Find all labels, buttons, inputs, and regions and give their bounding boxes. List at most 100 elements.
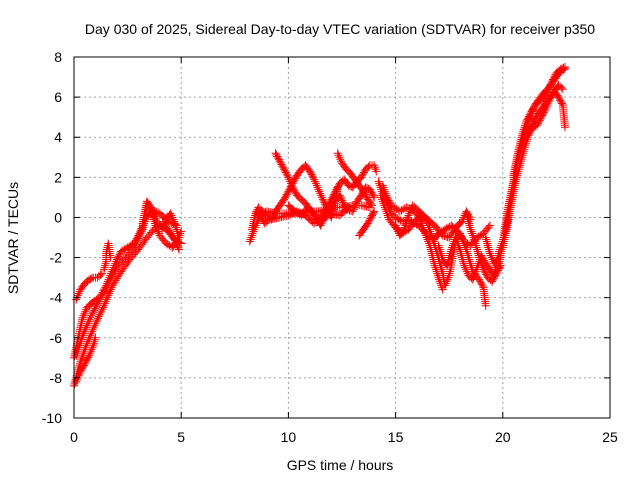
- data-point: [92, 317, 101, 326]
- data-point: [476, 278, 485, 287]
- data-point: [484, 245, 493, 254]
- data-point: [81, 307, 90, 316]
- data-point: [484, 243, 493, 252]
- data-point: [459, 257, 468, 266]
- data-point: [310, 175, 319, 184]
- data-point: [557, 99, 566, 108]
- data-point: [392, 223, 401, 232]
- data-point: [333, 183, 342, 192]
- data-point: [120, 245, 129, 254]
- data-point: [379, 199, 388, 208]
- data-point: [447, 230, 456, 239]
- data-point: [95, 310, 104, 319]
- data-point: [321, 212, 330, 221]
- data-point: [445, 253, 454, 262]
- data-point: [512, 175, 521, 184]
- data-point: [132, 234, 141, 243]
- data-point: [383, 193, 392, 202]
- data-point: [483, 241, 492, 250]
- data-point: [97, 290, 106, 299]
- data-point: [465, 257, 474, 266]
- data-point: [525, 110, 534, 119]
- data-point: [324, 207, 333, 216]
- data-point: [486, 251, 495, 260]
- data-point: [146, 201, 155, 210]
- data-point: [435, 275, 444, 284]
- data-point: [117, 247, 126, 256]
- data-point: [280, 166, 289, 175]
- data-point: [544, 99, 553, 108]
- y-tick-label: -6: [50, 330, 63, 346]
- x-tick-label: 5: [177, 429, 185, 445]
- data-point: [482, 237, 491, 246]
- data-point: [90, 304, 99, 313]
- data-point: [268, 213, 277, 222]
- data-point: [103, 277, 112, 286]
- data-point: [539, 109, 548, 118]
- data-point: [118, 246, 127, 255]
- data-point: [161, 217, 170, 226]
- data-point: [96, 270, 105, 279]
- data-point: [110, 261, 119, 270]
- data-point: [109, 263, 118, 272]
- data-point: [318, 218, 327, 227]
- data-point: [456, 247, 465, 256]
- data-point: [327, 202, 336, 211]
- data-point: [79, 311, 88, 320]
- data-point: [554, 93, 563, 102]
- data-point: [393, 225, 402, 234]
- data-point: [451, 233, 460, 242]
- data-point: [456, 231, 465, 240]
- data-point: [358, 171, 367, 180]
- data-point: [421, 229, 430, 238]
- data-point: [416, 217, 425, 226]
- data-point: [75, 287, 84, 296]
- data-point: [322, 209, 331, 218]
- data-point: [175, 233, 184, 242]
- x-tick-label: 20: [495, 429, 511, 445]
- data-point: [446, 247, 455, 256]
- data-point: [467, 227, 476, 236]
- data-point: [468, 229, 477, 238]
- data-point: [370, 163, 379, 172]
- data-point: [100, 265, 109, 274]
- data-point: [465, 255, 474, 264]
- data-point: [374, 177, 383, 186]
- data-point: [370, 193, 379, 202]
- data-point: [453, 239, 462, 248]
- data-point: [86, 331, 95, 340]
- data-point: [338, 196, 347, 205]
- data-point: [336, 193, 345, 202]
- data-point: [348, 207, 357, 216]
- data-point: [360, 188, 369, 197]
- data-point: [365, 185, 374, 194]
- data-point: [385, 198, 394, 207]
- data-point: [541, 105, 550, 114]
- data-point: [466, 225, 475, 234]
- data-point: [404, 211, 413, 220]
- data-point: [95, 293, 104, 302]
- data-point: [121, 244, 130, 253]
- data-point: [168, 213, 177, 222]
- data-point: [314, 185, 323, 194]
- data-point: [482, 235, 491, 244]
- data-point: [345, 206, 354, 215]
- data-point: [435, 243, 444, 252]
- data-point: [458, 255, 467, 264]
- data-point: [526, 128, 535, 137]
- y-tick-label: -4: [50, 290, 63, 306]
- data-point: [336, 155, 345, 164]
- data-point: [519, 127, 528, 136]
- data-point: [326, 204, 335, 213]
- data-point: [400, 223, 409, 232]
- data-point: [85, 315, 94, 324]
- data-point: [137, 224, 146, 233]
- data-point: [364, 217, 373, 226]
- data-point: [557, 83, 566, 92]
- data-point: [317, 193, 326, 202]
- data-point: [106, 269, 115, 278]
- data-point: [417, 219, 426, 228]
- data-point: [274, 155, 283, 164]
- data-point: [490, 272, 499, 281]
- data-point: [480, 267, 489, 276]
